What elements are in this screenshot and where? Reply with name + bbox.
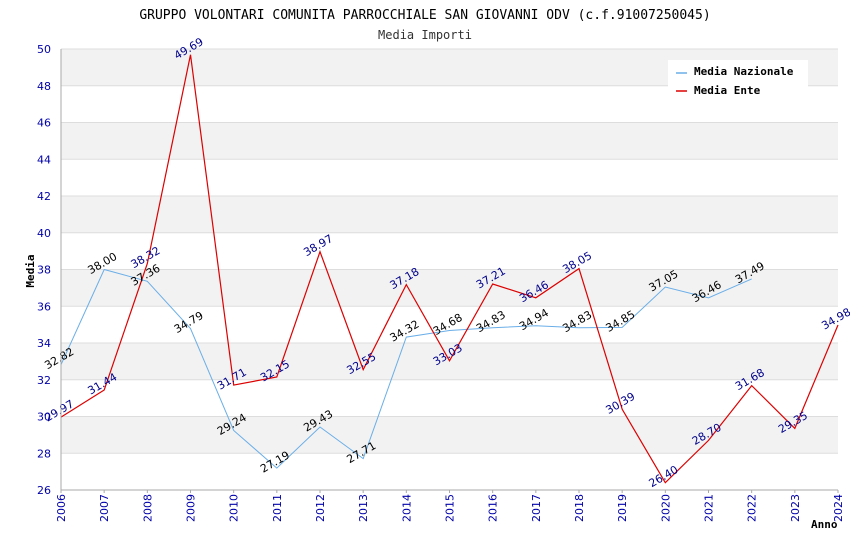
x-tick-label: 2006	[55, 494, 68, 522]
y-tick-label: 50	[37, 43, 51, 56]
y-tick-label: 36	[37, 300, 51, 313]
y-tick-label: 44	[37, 153, 51, 166]
y-tick-label: 32	[37, 374, 51, 387]
series-line-nazionale	[60, 268, 752, 469]
chart-subtitle: Media Importi	[378, 28, 472, 42]
legend-box	[668, 60, 808, 100]
x-tick-label: 2017	[530, 494, 543, 522]
x-tick-label: 2016	[487, 494, 500, 522]
y-tick-label: 28	[37, 447, 51, 460]
legend-label-nazionale: Media Nazionale	[694, 65, 794, 78]
y-tick-label: 38	[37, 264, 51, 277]
x-tick-label: 2021	[703, 494, 716, 522]
x-tick-label: 2013	[357, 494, 370, 522]
x-tick-label: 2011	[271, 494, 284, 522]
legend-label-ente: Media Ente	[694, 84, 761, 97]
x-tick-label: 2008	[141, 494, 154, 522]
x-tick-label: 2010	[228, 494, 241, 522]
y-tick-label: 26	[37, 484, 51, 497]
y-tick-label: 40	[37, 227, 51, 240]
grid-band	[61, 122, 838, 160]
y-tick-label: 46	[37, 117, 51, 130]
grid-band	[61, 196, 838, 233]
chart-title: GRUPPO VOLONTARI COMUNITA PARROCCHIALE S…	[139, 8, 710, 23]
grid	[61, 48, 838, 491]
x-tick-label: 2022	[746, 494, 759, 522]
x-tick-label: 2020	[659, 494, 672, 522]
x-tick-label: 2018	[573, 494, 586, 522]
x-tick-label: 2024	[832, 494, 845, 522]
y-tick-label: 30	[37, 411, 51, 424]
y-tick-label: 48	[37, 80, 51, 93]
y-axis-label: Media	[24, 254, 37, 287]
series-line-ente	[60, 54, 839, 484]
series-lines	[60, 54, 839, 484]
x-tick-label: 2012	[314, 494, 327, 522]
x-tick-label: 2015	[444, 494, 457, 522]
grid-band	[61, 416, 838, 454]
x-axis-label: Anno	[811, 518, 838, 531]
grid-band	[61, 269, 838, 307]
x-tick-label: 2023	[789, 494, 802, 522]
x-tick-label: 2009	[185, 494, 198, 522]
x-tick-label: 2007	[98, 494, 111, 522]
legend: Media Nazionale Media Ente	[668, 60, 808, 100]
y-tick-label: 42	[37, 190, 51, 203]
x-tick-label: 2014	[400, 494, 413, 522]
x-tick-label: 2019	[616, 494, 629, 522]
axes: 26 28 30 32 34 36 38 40 42 44 46 48 50 2006 2007 2008 20…	[37, 43, 845, 522]
y-tick-label: 34	[37, 337, 51, 350]
